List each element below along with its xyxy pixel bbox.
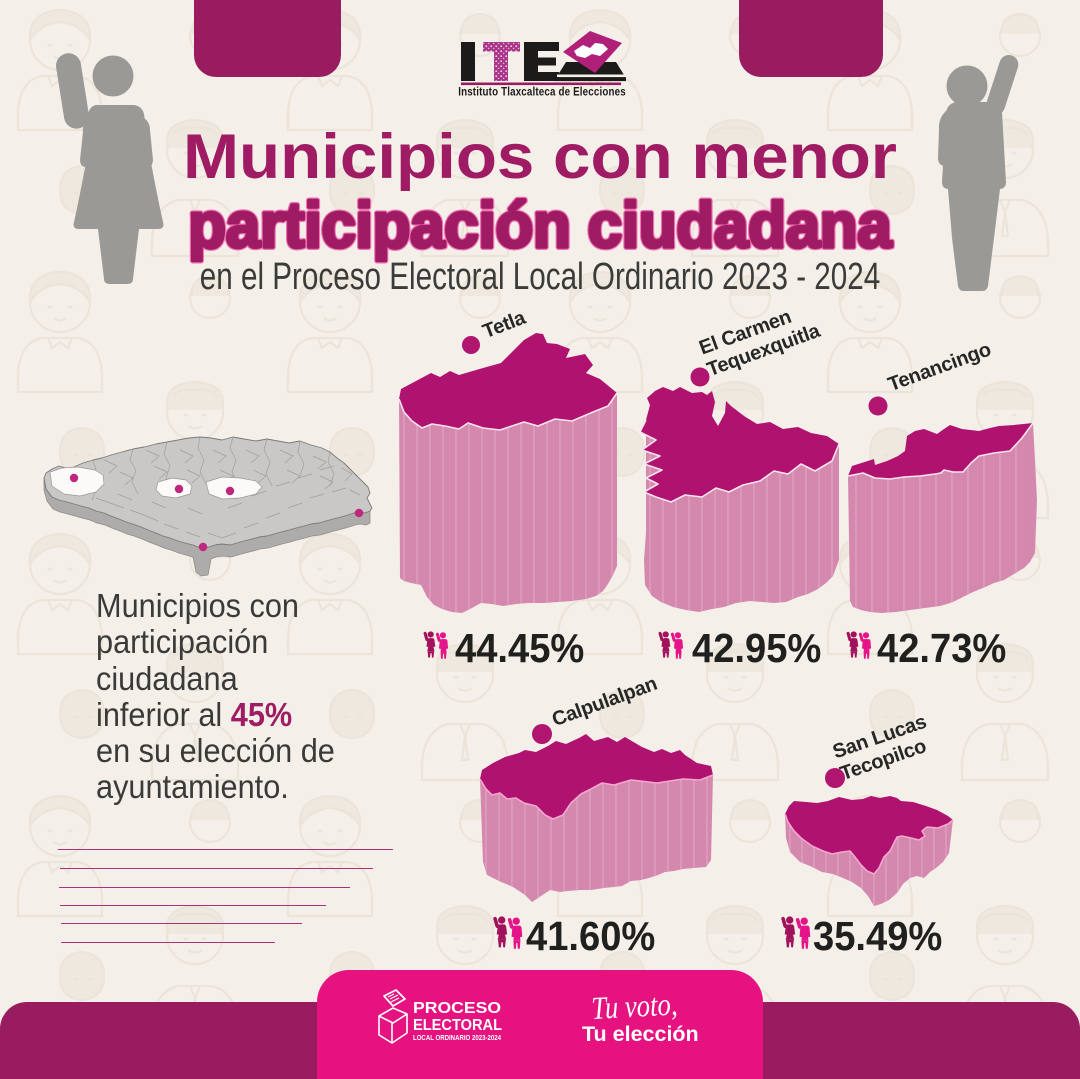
svg-text:PROCESO: PROCESO [413,1000,501,1017]
svg-text:Instituto Tlaxcalteca de Elecc: Instituto Tlaxcalteca de Elecciones [458,86,626,99]
svg-text:LOCAL ORDINARIO 2023-2024: LOCAL ORDINARIO 2023-2024 [413,1033,501,1042]
svg-text:participación ciudadana: participación ciudadana [188,190,892,261]
svg-text:Tu voto,: Tu voto, [590,986,678,1026]
svg-text:participación ciudadana: participación ciudadana [188,190,892,261]
svg-text:ELECTORAL: ELECTORAL [413,1017,502,1034]
svg-text:Tu elección: Tu elección [582,1022,699,1046]
